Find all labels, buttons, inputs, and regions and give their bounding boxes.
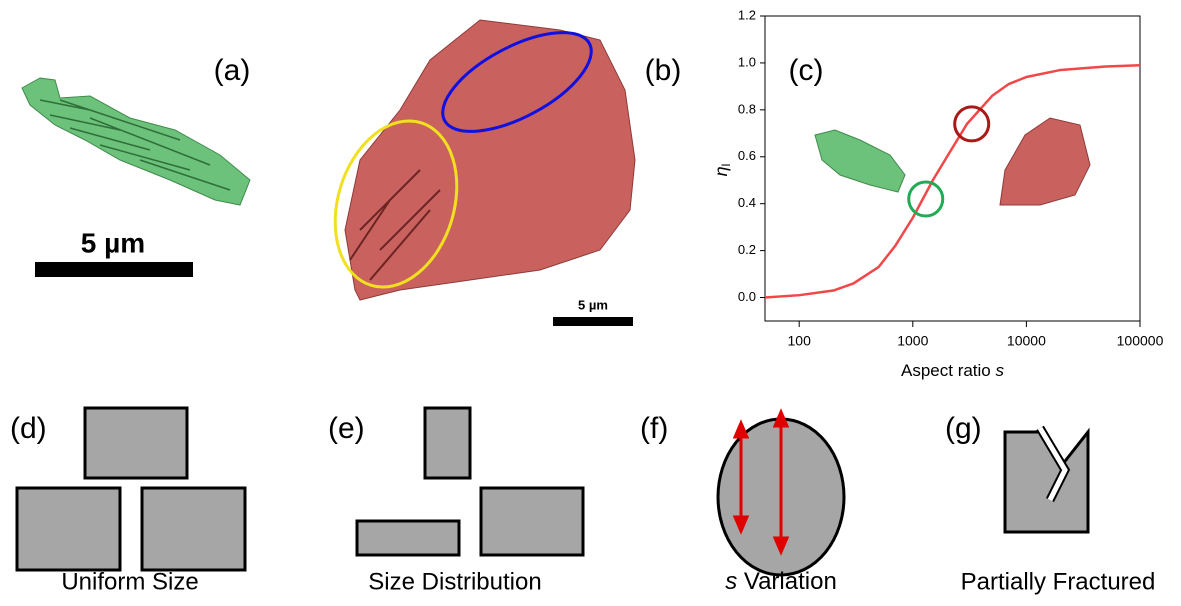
y-axis-label-sub: l xyxy=(719,164,733,167)
y-tick-label: 1.0 xyxy=(738,54,756,69)
blue-ellipse xyxy=(441,31,593,133)
y-tick-label: 1.2 xyxy=(738,7,756,22)
x-axis-label: Aspect ratio s xyxy=(901,361,1005,380)
green-particle xyxy=(21,77,251,206)
yellow-ellipse xyxy=(333,119,459,289)
texture xyxy=(349,169,441,281)
y-axis-label-text: η xyxy=(711,166,731,176)
plot-frame xyxy=(764,15,1141,322)
highlight-circle xyxy=(953,105,991,143)
x-tick-label: 100000 xyxy=(1117,333,1164,349)
caption: Uniform Size xyxy=(61,568,198,595)
panel-label: (c) xyxy=(789,54,824,87)
x-axis-label-text: Aspect ratio xyxy=(901,361,991,380)
scale-bar xyxy=(553,317,633,326)
x-tick-label: 10000 xyxy=(1007,333,1046,349)
caption: Size Distribution xyxy=(368,568,541,595)
x-axis-label-var: s xyxy=(996,361,1005,380)
y-tick-label: 0.0 xyxy=(738,289,756,304)
chart: 0.0 0.2 0.4 0.6 0.8 1.0 1.2 100 1000 10000 100000 A… xyxy=(711,7,1164,380)
caption-text: Variation xyxy=(744,568,837,595)
platelet xyxy=(140,486,247,572)
panel-label: (g) xyxy=(945,412,982,445)
panel-label: (a) xyxy=(214,54,251,87)
arrows xyxy=(732,408,790,556)
y-axis-label: ηl xyxy=(711,164,733,177)
scale-bar-label: 5 µm xyxy=(81,227,145,258)
highlight-circle xyxy=(907,180,945,218)
crack xyxy=(1037,426,1068,502)
platelet xyxy=(83,406,189,480)
panel-label: (d) xyxy=(10,412,47,445)
x-tick-label: 1000 xyxy=(897,333,928,349)
y-tick-label: 0.2 xyxy=(738,242,756,257)
panel-label: (e) xyxy=(328,412,365,445)
y-tick-label: 0.4 xyxy=(738,195,756,210)
caption: Partially Fractured xyxy=(961,568,1156,595)
panel-label: (b) xyxy=(645,54,682,87)
data-line xyxy=(764,64,1141,299)
platelet xyxy=(355,519,461,557)
platelet xyxy=(479,486,585,557)
red-inset xyxy=(999,117,1091,206)
y-tick-label: 0.8 xyxy=(738,101,756,116)
panel-label: (f) xyxy=(640,412,668,445)
platelet xyxy=(423,406,472,480)
y-tick-label: 0.6 xyxy=(738,148,756,163)
caption: s Variation xyxy=(725,568,837,595)
green-inset xyxy=(814,129,906,193)
caption-var: s xyxy=(725,568,737,595)
x-tick-label: 100 xyxy=(788,333,812,349)
scale-bar xyxy=(35,262,193,277)
scale-bar-label: 5 µm xyxy=(578,297,608,312)
platelet xyxy=(15,486,122,572)
